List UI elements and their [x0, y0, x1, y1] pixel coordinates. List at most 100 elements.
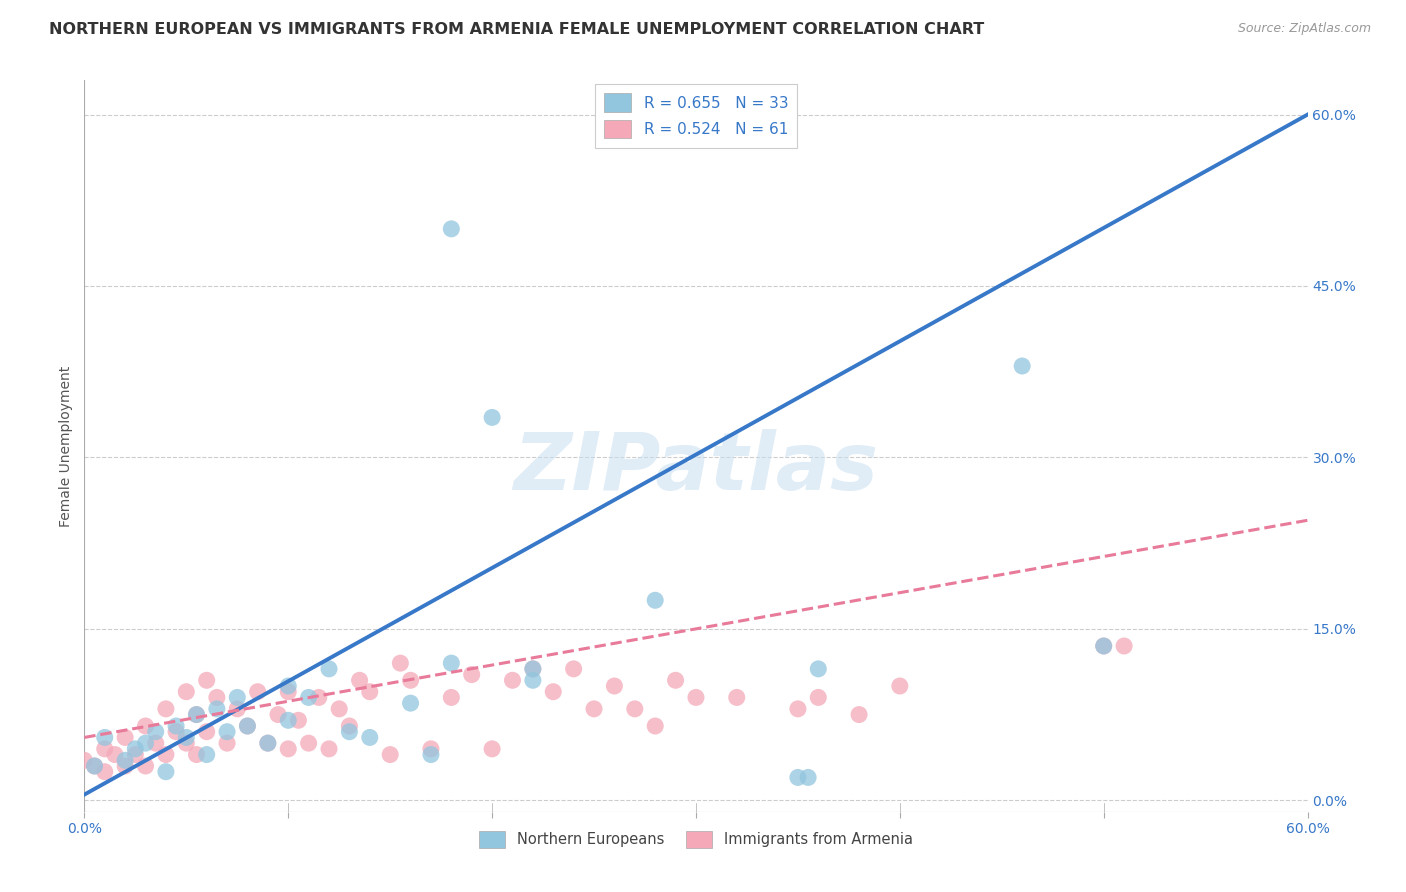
Point	[114, 753, 136, 767]
Point	[349, 673, 371, 688]
Point	[389, 656, 412, 670]
Point	[399, 696, 422, 710]
Point	[217, 736, 239, 750]
Point	[236, 719, 259, 733]
Point	[277, 714, 299, 728]
Point	[135, 719, 157, 733]
Point	[124, 742, 146, 756]
Point	[186, 747, 208, 762]
Point	[114, 759, 136, 773]
Point	[83, 759, 105, 773]
Point	[174, 731, 197, 745]
Point	[205, 690, 228, 705]
Point	[165, 719, 187, 733]
Y-axis label: Female Unemployment: Female Unemployment	[59, 366, 73, 526]
Point	[807, 690, 830, 705]
Point	[603, 679, 626, 693]
Point	[522, 662, 544, 676]
Point	[195, 724, 218, 739]
Point	[174, 736, 197, 750]
Point	[155, 702, 177, 716]
Point	[328, 702, 350, 716]
Point	[257, 736, 280, 750]
Text: NORTHERN EUROPEAN VS IMMIGRANTS FROM ARMENIA FEMALE UNEMPLOYMENT CORRELATION CHA: NORTHERN EUROPEAN VS IMMIGRANTS FROM ARM…	[49, 22, 984, 37]
Legend: Northern Europeans, Immigrants from Armenia: Northern Europeans, Immigrants from Arme…	[471, 823, 921, 855]
Point	[145, 724, 167, 739]
Point	[889, 679, 911, 693]
Point	[543, 684, 565, 698]
Point	[644, 719, 666, 733]
Point	[135, 736, 157, 750]
Point	[93, 731, 115, 745]
Point	[93, 764, 115, 779]
Point	[186, 707, 208, 722]
Point	[155, 747, 177, 762]
Point	[226, 690, 249, 705]
Point	[1011, 359, 1033, 373]
Point	[114, 731, 136, 745]
Point	[93, 742, 115, 756]
Point	[461, 667, 484, 681]
Point	[83, 759, 105, 773]
Point	[420, 747, 443, 762]
Point	[277, 742, 299, 756]
Point	[665, 673, 688, 688]
Point	[287, 714, 309, 728]
Point	[195, 673, 218, 688]
Point	[502, 673, 524, 688]
Point	[380, 747, 402, 762]
Point	[359, 684, 381, 698]
Point	[104, 747, 127, 762]
Point	[308, 690, 330, 705]
Text: ZIPatlas: ZIPatlas	[513, 429, 879, 507]
Point	[277, 679, 299, 693]
Text: Source: ZipAtlas.com: Source: ZipAtlas.com	[1237, 22, 1371, 36]
Point	[318, 662, 340, 676]
Point	[298, 736, 321, 750]
Point	[797, 771, 820, 785]
Point	[624, 702, 647, 716]
Point	[298, 690, 321, 705]
Point	[217, 724, 239, 739]
Point	[73, 753, 96, 767]
Point	[1114, 639, 1136, 653]
Point	[186, 707, 208, 722]
Point	[236, 719, 259, 733]
Point	[135, 759, 157, 773]
Point	[440, 656, 463, 670]
Point	[522, 662, 544, 676]
Point	[725, 690, 748, 705]
Point	[195, 747, 218, 762]
Point	[145, 736, 167, 750]
Point	[807, 662, 830, 676]
Point	[318, 742, 340, 756]
Point	[359, 731, 381, 745]
Point	[124, 747, 146, 762]
Point	[267, 707, 290, 722]
Point	[226, 702, 249, 716]
Point	[1092, 639, 1115, 653]
Point	[481, 742, 503, 756]
Point	[420, 742, 443, 756]
Point	[155, 764, 177, 779]
Point	[583, 702, 606, 716]
Point	[440, 222, 463, 236]
Point	[339, 724, 361, 739]
Point	[165, 724, 187, 739]
Point	[257, 736, 280, 750]
Point	[174, 684, 197, 698]
Point	[339, 719, 361, 733]
Point	[205, 702, 228, 716]
Point	[787, 771, 810, 785]
Point	[481, 410, 503, 425]
Point	[1092, 639, 1115, 653]
Point	[848, 707, 870, 722]
Point	[277, 684, 299, 698]
Point	[562, 662, 585, 676]
Point	[246, 684, 269, 698]
Point	[685, 690, 707, 705]
Point	[399, 673, 422, 688]
Point	[440, 690, 463, 705]
Point	[644, 593, 666, 607]
Point	[522, 673, 544, 688]
